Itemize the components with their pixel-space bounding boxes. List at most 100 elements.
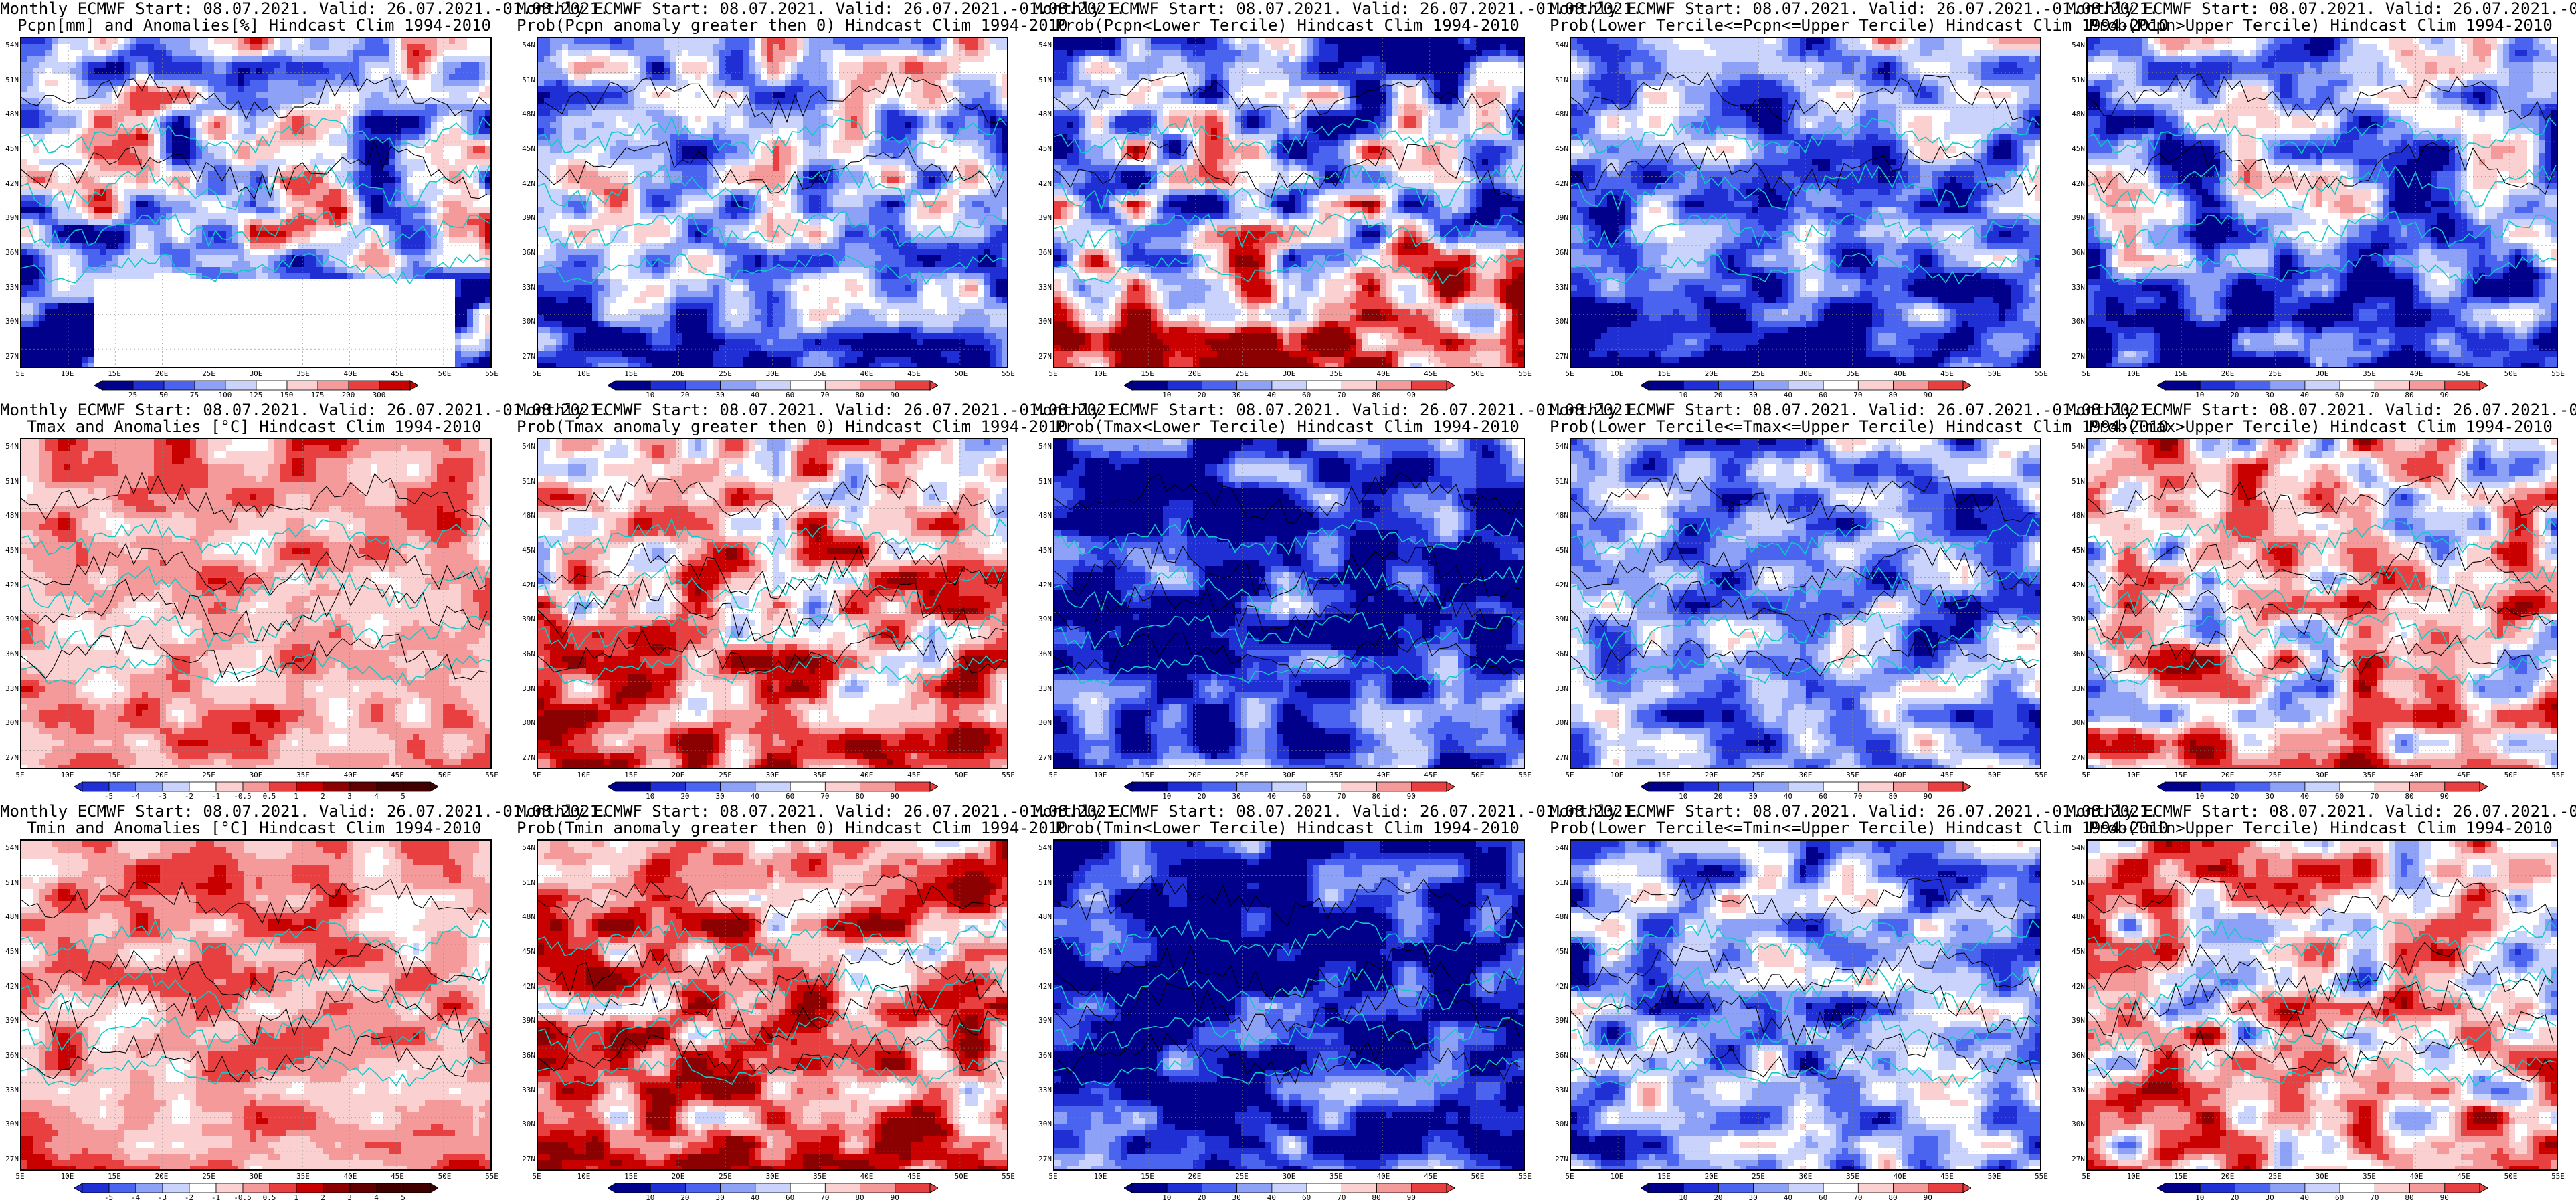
lat-label: 36N xyxy=(1542,248,1568,257)
lat-label: 54N xyxy=(1025,442,1052,451)
lat-label: 51N xyxy=(1542,76,1568,84)
map-svg xyxy=(2088,841,2557,1169)
lon-label: 30E xyxy=(2309,369,2336,378)
colorbar-label: 90 xyxy=(1914,792,1941,801)
lat-label: 51N xyxy=(1025,477,1052,486)
lon-label: 50E xyxy=(2498,771,2524,779)
lon-label: 55E xyxy=(1511,369,1538,378)
colorbar-label: 20 xyxy=(2221,792,2248,801)
lon-label: 10E xyxy=(1604,1172,1631,1181)
lat-label: 42N xyxy=(509,581,535,589)
lon-label: 35E xyxy=(2356,369,2383,378)
lon-label: 50E xyxy=(2498,1172,2524,1181)
lon-label: 55E xyxy=(2545,771,2571,779)
colorbar-label: 40 xyxy=(2291,1193,2318,1202)
lat-label: 51N xyxy=(509,477,535,486)
lon-label: 35E xyxy=(806,771,833,779)
lon-label: 5E xyxy=(2073,369,2100,378)
colorbar-label: -1 xyxy=(203,1193,229,1202)
colorbar xyxy=(1641,1183,1971,1193)
lat-label: 48N xyxy=(509,912,535,921)
lon-label: 5E xyxy=(1556,369,1583,378)
colorbar-container xyxy=(1124,380,1455,389)
colorbar-label: 80 xyxy=(2396,792,2423,801)
map-field xyxy=(537,839,1008,1171)
lon-label: 5E xyxy=(7,771,33,779)
panel-title-line2: Prob(Tmin<Lower Tercile) Hindcast Clim 1… xyxy=(1033,819,1542,837)
colorbar-label: 40 xyxy=(741,1193,768,1202)
lon-label: 30E xyxy=(2309,771,2336,779)
map-field xyxy=(2086,438,2558,769)
colorbar-label: 150 xyxy=(274,391,300,399)
lat-label: 36N xyxy=(0,1051,19,1060)
lat-label: 33N xyxy=(1542,1086,1568,1094)
lat-label: 42N xyxy=(0,581,19,589)
lon-label: 20E xyxy=(1698,1172,1725,1181)
map-field xyxy=(1053,438,1525,769)
lat-label: 27N xyxy=(1025,753,1052,762)
lat-label: 54N xyxy=(1542,442,1568,451)
lon-label: 40E xyxy=(337,369,364,378)
colorbar-label: -5 xyxy=(96,792,122,801)
lat-label: 51N xyxy=(1025,878,1052,887)
lon-label: 5E xyxy=(523,771,550,779)
colorbar-label: 0.5 xyxy=(256,1193,283,1202)
colorbar-label: 50 xyxy=(151,391,177,399)
lon-label: 25E xyxy=(1745,1172,1772,1181)
lat-label: 48N xyxy=(1542,912,1568,921)
lon-label: 40E xyxy=(2403,1172,2430,1181)
colorbar-label: 40 xyxy=(741,391,768,399)
colorbar-label: 80 xyxy=(1363,1193,1390,1202)
lon-label: 50E xyxy=(2498,369,2524,378)
colorbar-label: 70 xyxy=(1328,792,1355,801)
lon-label: 15E xyxy=(101,1172,128,1181)
lon-label: 20E xyxy=(1182,771,1208,779)
map-panel-r1c2: Monthly ECMWF Start: 08.07.2021. Valid: … xyxy=(517,0,1025,401)
colorbar-label: 60 xyxy=(777,1193,804,1202)
lat-label: 48N xyxy=(1025,912,1052,921)
lat-label: 42N xyxy=(1542,179,1568,188)
lat-label: 33N xyxy=(1025,684,1052,693)
colorbar-label: -4 xyxy=(122,1193,149,1202)
colorbar-label: -0.5 xyxy=(229,792,256,801)
colorbar-label: 30 xyxy=(1223,391,1250,399)
colorbar-label: 10 xyxy=(1670,792,1697,801)
colorbar-label: 80 xyxy=(846,391,873,399)
lat-label: 33N xyxy=(2058,1086,2085,1094)
colorbar-label: 30 xyxy=(1740,391,1766,399)
lon-label: 35E xyxy=(806,1172,833,1181)
lat-label: 42N xyxy=(509,982,535,991)
lon-label: 25E xyxy=(195,771,222,779)
lat-label: 42N xyxy=(509,179,535,188)
lon-label: 5E xyxy=(2073,771,2100,779)
lon-label: 30E xyxy=(1792,369,1819,378)
lon-label: 30E xyxy=(1792,771,1819,779)
lat-label: 36N xyxy=(1542,649,1568,658)
lat-label: 54N xyxy=(0,442,19,451)
lon-label: 50E xyxy=(1981,369,2008,378)
lon-label: 40E xyxy=(1370,771,1397,779)
lat-label: 27N xyxy=(1542,753,1568,762)
colorbar-label: 20 xyxy=(1188,391,1215,399)
colorbar-label: 40 xyxy=(1258,1193,1285,1202)
colorbar-label: 60 xyxy=(2326,792,2353,801)
lat-label: 54N xyxy=(2058,843,2085,852)
lon-label: 35E xyxy=(290,1172,316,1181)
map-field xyxy=(20,37,492,368)
lat-label: 27N xyxy=(2058,753,2085,762)
lat-label: 48N xyxy=(509,110,535,118)
colorbar-container xyxy=(1641,781,1971,791)
colorbar-label: -4 xyxy=(122,792,149,801)
lat-label: 48N xyxy=(1542,110,1568,118)
lon-label: 20E xyxy=(2215,771,2241,779)
colorbar-container xyxy=(2157,781,2488,791)
lon-label: 5E xyxy=(1040,1172,1067,1181)
lon-label: 45E xyxy=(901,771,927,779)
lon-label: 15E xyxy=(618,369,644,378)
colorbar-label: 10 xyxy=(1154,1193,1180,1202)
lat-label: 36N xyxy=(0,649,19,658)
panel-title-line2: Prob(Pcpn<Lower Tercile) Hindcast Clim 1… xyxy=(1033,17,1542,35)
lon-label: 50E xyxy=(1465,1172,1491,1181)
lon-label: 40E xyxy=(854,771,881,779)
lon-label: 45E xyxy=(2450,1172,2477,1181)
